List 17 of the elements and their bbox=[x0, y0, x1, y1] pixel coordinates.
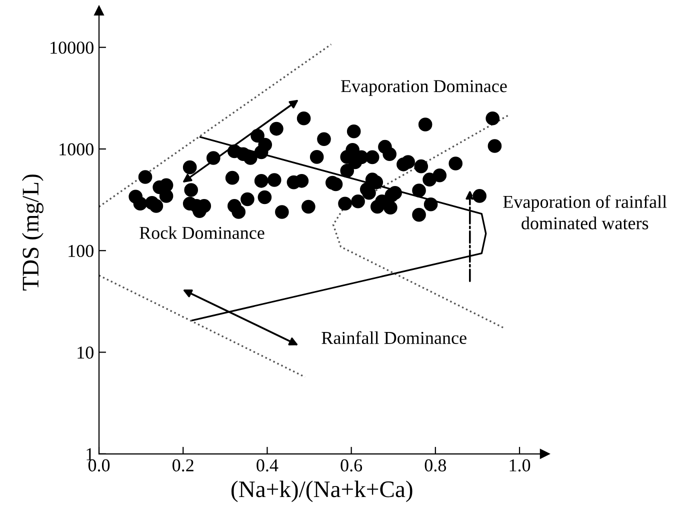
y-tick-label: 1 bbox=[86, 448, 94, 460]
x-tick-label: 0.4 bbox=[256, 459, 278, 472]
y-tick-label: 100 bbox=[68, 244, 94, 258]
y-tick-label: 10 bbox=[78, 346, 94, 359]
y-axis-title: TDS (mg/L) bbox=[22, 174, 44, 290]
text: 1.0 bbox=[510, 459, 530, 472]
y-tick-label: 1000 bbox=[60, 143, 94, 156]
annotation: Rock Dominance bbox=[140, 226, 264, 239]
annotation: Rainfall Dominance bbox=[322, 331, 466, 344]
y-tick-label: 10000 bbox=[50, 42, 94, 54]
x-axis-title: (Na+k)/(Na+k+Ca) bbox=[231, 480, 412, 502]
x-tick-label: 0.2 bbox=[172, 459, 194, 472]
x-tick-label: 0.6 bbox=[340, 459, 362, 472]
annotation: Evaporation Dominace bbox=[341, 80, 507, 96]
x-tick-label: 0.8 bbox=[424, 459, 446, 472]
text: 0.0 bbox=[88, 459, 110, 472]
annotation: Evaporation of rainfall dominated waters bbox=[503, 195, 667, 230]
